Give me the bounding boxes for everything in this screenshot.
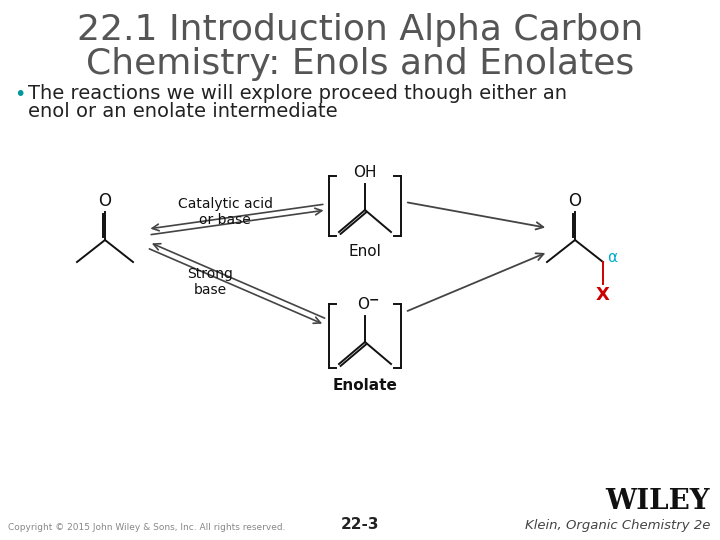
Text: OH: OH xyxy=(354,165,377,180)
Text: The reactions we will explore proceed though either an: The reactions we will explore proceed th… xyxy=(28,84,567,103)
Text: Enolate: Enolate xyxy=(333,378,397,393)
Text: Klein, Organic Chemistry 2e: Klein, Organic Chemistry 2e xyxy=(525,519,710,532)
Text: Catalytic acid
or base: Catalytic acid or base xyxy=(178,197,272,227)
Text: WILEY: WILEY xyxy=(606,488,710,515)
Text: O: O xyxy=(357,297,369,312)
Text: O: O xyxy=(99,192,112,210)
Text: 22-3: 22-3 xyxy=(341,517,379,532)
Text: Strong
base: Strong base xyxy=(187,267,233,297)
Text: X: X xyxy=(596,286,610,304)
Text: Copyright © 2015 John Wiley & Sons, Inc. All rights reserved.: Copyright © 2015 John Wiley & Sons, Inc.… xyxy=(8,523,286,532)
Text: enol or an enolate intermediate: enol or an enolate intermediate xyxy=(28,102,338,121)
Text: 22.1 Introduction Alpha Carbon: 22.1 Introduction Alpha Carbon xyxy=(77,13,643,47)
Text: O: O xyxy=(569,192,582,210)
Text: α: α xyxy=(607,251,617,266)
Text: −: − xyxy=(369,294,379,307)
Text: •: • xyxy=(14,85,25,104)
Text: Enol: Enol xyxy=(348,244,382,259)
Text: Chemistry: Enols and Enolates: Chemistry: Enols and Enolates xyxy=(86,47,634,81)
